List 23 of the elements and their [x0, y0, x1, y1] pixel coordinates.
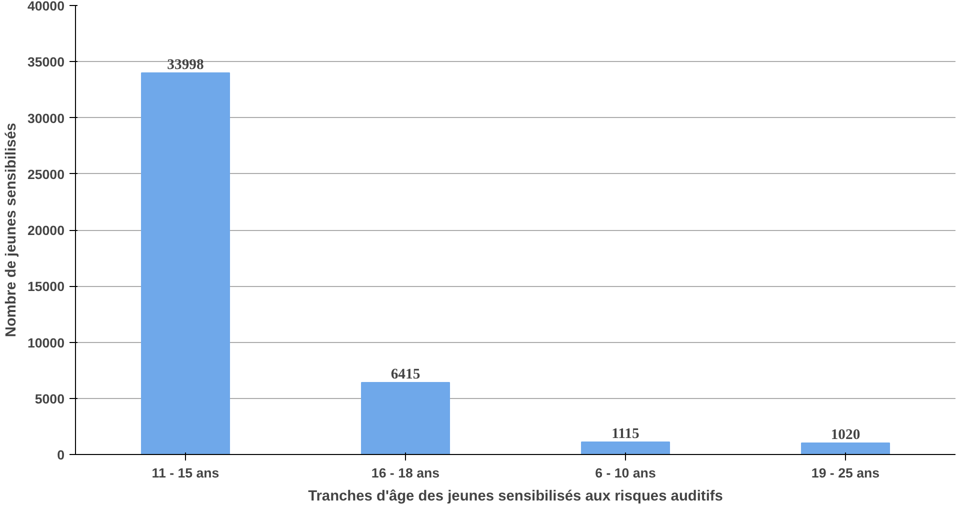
x-tick-label: 11 - 15 ans	[152, 466, 220, 480]
y-tick-label: 20000	[27, 223, 64, 238]
y-axis-title: Nombre de jeunes sensibilisés	[3, 122, 20, 338]
data-label: 1020	[830, 427, 860, 444]
y-tick-label: 0	[57, 448, 65, 462]
data-label: 6415	[390, 366, 420, 382]
y-tick-label: 10000	[27, 335, 64, 350]
y-tick-label: 5000	[34, 391, 65, 406]
data-label: 1115	[612, 426, 640, 442]
bar	[361, 382, 450, 454]
y-tick-label: 30000	[27, 110, 64, 126]
x-tick-label: 6 - 10 ans	[595, 466, 656, 480]
data-label: 33998	[167, 56, 204, 73]
y-tick-label: 40000	[27, 0, 64, 14]
bar	[141, 72, 230, 454]
x-tick-label: 16 - 18 ans	[371, 466, 440, 480]
y-tick-label: 15000	[27, 279, 64, 294]
bar	[801, 442, 890, 454]
bar	[581, 441, 670, 454]
x-axis-title: Tranches d'âge des jeunes sensibilisés aux risques auditifs	[308, 488, 723, 504]
y-tick-label: 35000	[27, 54, 64, 70]
x-tick-label: 19 - 25 ans	[811, 466, 880, 480]
y-tick-label: 25000	[27, 166, 64, 182]
